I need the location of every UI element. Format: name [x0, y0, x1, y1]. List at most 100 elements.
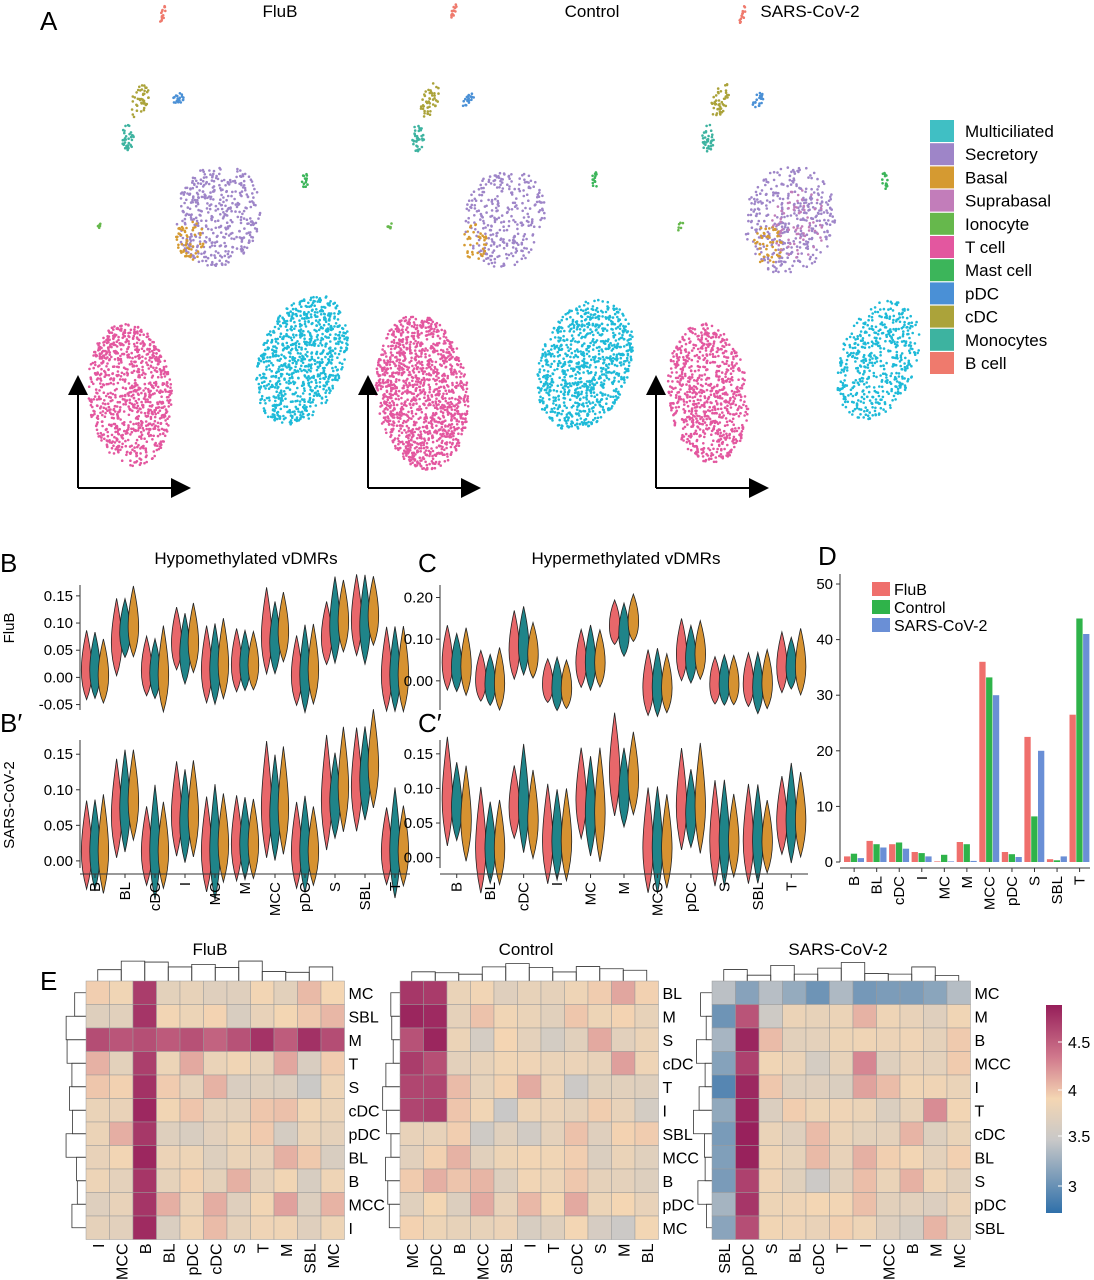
heatmap-cell: [423, 1027, 448, 1052]
cluster-mast-cell: [881, 171, 889, 190]
cluster-basal: [175, 220, 205, 261]
bar: [889, 844, 896, 862]
heatmap-cell: [109, 1192, 134, 1217]
legend-swatch: [930, 120, 954, 142]
heatmap-cell: [273, 1051, 298, 1076]
heatmap-cell: [735, 1121, 760, 1146]
heatmap-cell: [179, 1051, 204, 1076]
bar: [850, 853, 858, 862]
y-tick-label: 0.05: [404, 815, 433, 832]
heatmap-cell: [517, 1192, 542, 1217]
violin: [518, 606, 530, 677]
row-label: I: [975, 1080, 979, 1097]
heatmap-cell: [758, 1215, 783, 1240]
heatmap-cell: [587, 1074, 612, 1099]
violin: [542, 783, 554, 884]
heatmap-cell: [805, 1215, 830, 1240]
heatmap-cell: [540, 1215, 565, 1240]
bar: [934, 861, 941, 862]
heatmap-cell: [320, 1192, 345, 1217]
heatmap-cell: [203, 1192, 228, 1217]
violin: [551, 789, 563, 882]
heatmap-cell: [782, 1168, 807, 1193]
legend-swatch: [930, 143, 954, 166]
heatmap-cell: [946, 1192, 971, 1217]
heatmap-cell: [399, 1027, 424, 1052]
row-label: cDC: [663, 1057, 694, 1074]
heatmap-cell: [711, 1121, 736, 1146]
row-label: B: [349, 1174, 360, 1191]
heatmap-cell: [493, 1098, 518, 1123]
heatmap-cell: [735, 1145, 760, 1170]
heatmap-cell: [132, 1145, 157, 1170]
x-tick-label: cDC: [891, 876, 908, 905]
heatmap-cell: [156, 1168, 181, 1193]
x-tick-label: pDC: [683, 882, 700, 912]
heatmap-cell: [923, 1098, 948, 1123]
violin: [97, 794, 110, 894]
heatmap-cell: [109, 1215, 134, 1240]
heatmap-cell: [540, 1192, 565, 1217]
heatmap-cell: [899, 1027, 924, 1052]
x-tick-label: MCC: [649, 882, 666, 916]
col-label: M: [279, 1244, 296, 1257]
heatmap-title: FluB: [193, 940, 228, 959]
title-hypomethylated: Hypomethylated vDMRs: [154, 549, 337, 568]
heatmap-cell: [805, 1051, 830, 1076]
heatmap-cell: [226, 1192, 251, 1217]
umap-2: [666, 5, 921, 464]
violin: [594, 747, 606, 862]
heatmap-cell: [179, 1168, 204, 1193]
heatmap-cell: [758, 1074, 783, 1099]
heatmap-cell: [85, 1121, 110, 1146]
heatmap-cell: [320, 980, 345, 1005]
violin: [441, 736, 453, 846]
heatmap-cell: [85, 1027, 110, 1052]
heatmap-cell: [179, 980, 204, 1005]
violin: [89, 632, 101, 700]
bar: [1046, 859, 1054, 862]
heatmap-cell: [923, 1004, 948, 1029]
heatmap-cell: [899, 1004, 924, 1029]
violin: [685, 769, 697, 849]
violin: [785, 635, 797, 690]
row-label: pDC: [349, 1127, 381, 1144]
bar: [941, 854, 948, 862]
legend-label: SARS-CoV-2: [894, 618, 987, 635]
heatmap-cell: [250, 1074, 275, 1099]
heatmap-cell: [587, 1215, 612, 1240]
heatmap-cell: [782, 1098, 807, 1123]
heatmap-cell: [156, 1145, 181, 1170]
violin: [157, 801, 170, 890]
heatmap-cell: [540, 1027, 565, 1052]
col-label: S: [764, 1244, 781, 1255]
legend-label: Secretory: [965, 145, 1038, 164]
violin: [761, 647, 773, 710]
bar: [918, 853, 925, 862]
x-tick-label: MC: [583, 882, 600, 905]
violin-plot-b-prime: 0.15 0.10 0.05 0.00 B BL cDC I MC M MCC pDC S SBL T: [44, 709, 410, 916]
row-label: M: [663, 1010, 676, 1027]
violin: [618, 747, 630, 829]
heatmap-cell: [273, 1004, 298, 1029]
row-label: T: [349, 1057, 359, 1074]
heatmap-cell: [782, 1121, 807, 1146]
heatmap-cell: [470, 1027, 495, 1052]
heatmap-cell: [758, 1051, 783, 1076]
x-tick-label: T: [1072, 876, 1089, 885]
violin: [694, 742, 706, 854]
row-label: I: [349, 1221, 353, 1238]
heatmap-cell: [852, 1145, 877, 1170]
heatmap-cell: [876, 1215, 901, 1240]
cluster-b-cell: [738, 5, 747, 25]
x-tick-label: BL: [117, 882, 134, 900]
x-tick-label: pDC: [1004, 876, 1021, 906]
heatmap-cell: [634, 1004, 659, 1029]
panel-a: A FluB Control SARS-CoV-2 Multiciliated S…: [40, 2, 1054, 498]
heatmap-cell: [852, 1168, 877, 1193]
heatmap-cell: [320, 1027, 345, 1052]
heatmap-cell: [876, 1004, 901, 1029]
col-label: SBL: [717, 1243, 734, 1273]
heatmap-cell: [156, 1051, 181, 1076]
